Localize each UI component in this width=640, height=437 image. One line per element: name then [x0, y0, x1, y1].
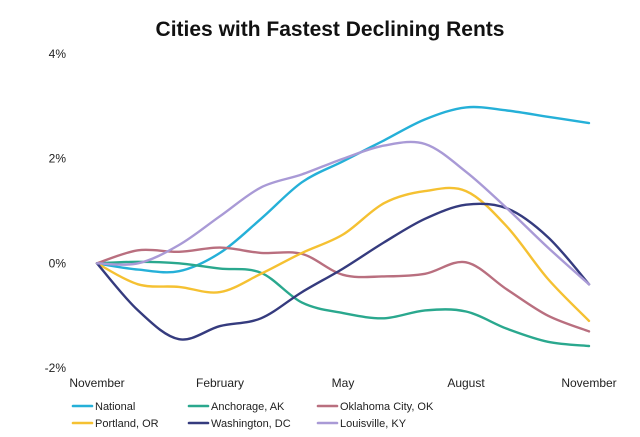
series-lines [95, 105, 591, 348]
series-line [95, 140, 591, 286]
legend-label: Washington, DC [211, 418, 291, 430]
series-line [95, 246, 591, 333]
legend-label: Portland, OR [95, 418, 159, 430]
series-line [95, 260, 591, 348]
legend-label: National [95, 401, 135, 413]
x-tick-label: November [561, 376, 616, 390]
legend-label: Anchorage, AK [211, 401, 285, 413]
y-tick-label: 2% [49, 152, 67, 166]
y-tick-label: -2% [45, 361, 67, 375]
chart-title: Cities with Fastest Declining Rents [156, 18, 505, 41]
x-axis-ticks: November February May August November [69, 376, 616, 390]
legend: National Anchorage, AK Oklahoma City, OK Po… [71, 401, 434, 430]
x-tick-label: August [447, 376, 485, 390]
x-tick-label: May [332, 376, 355, 390]
series-line [95, 186, 591, 323]
legend-label: Oklahoma City, OK [340, 401, 434, 413]
y-tick-label: 4% [49, 47, 67, 61]
y-tick-label: 0% [49, 256, 67, 270]
series-line [95, 105, 591, 274]
x-tick-label: February [196, 376, 244, 390]
y-axis-ticks: 4% 2% 0% -2% [45, 47, 67, 375]
legend-label: Louisville, KY [340, 418, 407, 430]
x-tick-label: November [69, 376, 124, 390]
